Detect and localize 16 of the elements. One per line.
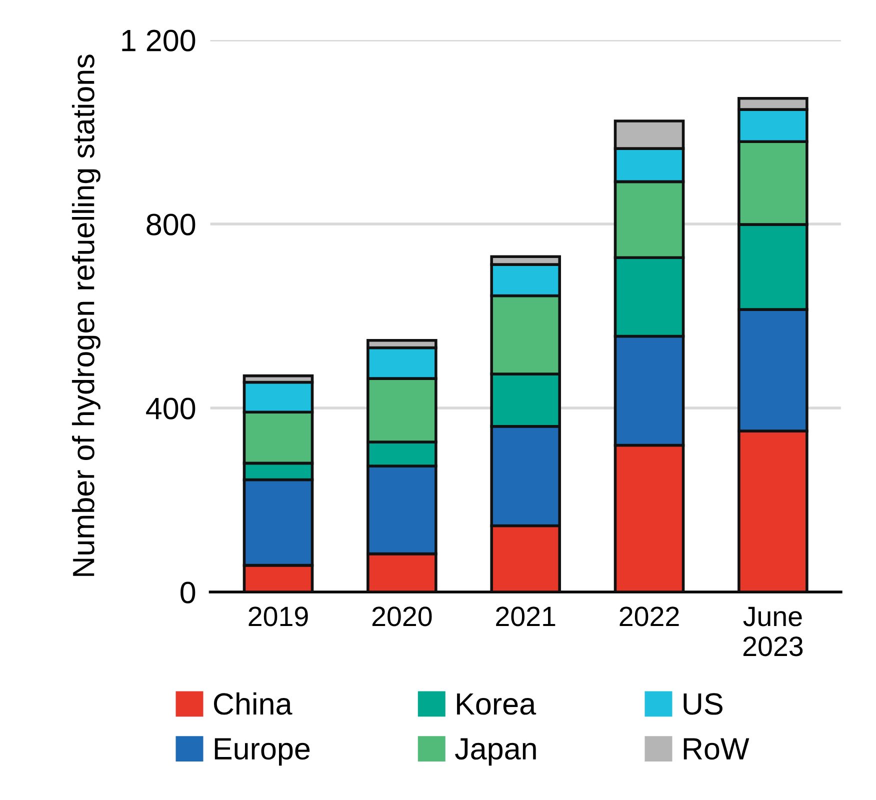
y-tick-label: 0 — [180, 582, 196, 604]
x-tick-label: 2020 — [372, 606, 432, 626]
legend-label: Korea — [457, 693, 536, 715]
y-tick-label: 1 200 — [122, 30, 196, 52]
y-tick-label: 800 — [146, 214, 196, 236]
x-tick-label: 2022 — [620, 606, 679, 626]
legend-label: China — [214, 692, 292, 715]
legend-label: RoW — [684, 738, 750, 760]
y-tick-label: 400 — [146, 398, 196, 420]
x-tick-label: June 2023 — [743, 606, 803, 656]
x-tick-label: 2021 — [496, 606, 556, 626]
legend-label: US — [684, 693, 722, 715]
y-axis-title: Number of hydrogen refuelling stations — [72, 54, 100, 576]
x-tick-label: 2019 — [248, 606, 308, 626]
legend-label: Europe — [214, 738, 310, 766]
legend-label: Japan — [455, 738, 536, 766]
